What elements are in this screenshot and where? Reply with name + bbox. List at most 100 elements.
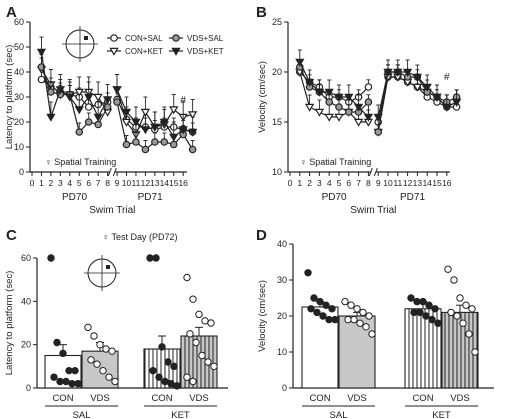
panel-b-point (304, 103, 315, 112)
panel-a-x-tick-label: 8 (105, 178, 110, 188)
panel-a-x-tick-label: 4 (67, 178, 72, 188)
panel-a-x-tick-label: 15 (169, 178, 179, 188)
panel-a-point (84, 118, 93, 126)
panel-c-data-point (173, 382, 181, 390)
panel-c-data-point (183, 373, 191, 381)
panel-a-x-tick-label: 7 (96, 178, 101, 188)
panel-c-data-point (87, 356, 95, 364)
panel-d-data-point (304, 269, 312, 277)
panel-c-group-label: SAL (73, 410, 91, 419)
legend-marker (172, 34, 180, 42)
panel-letter-d: D (256, 227, 267, 244)
panel-b-x-tick-label: 7 (356, 178, 361, 188)
panel-a-point (74, 106, 84, 115)
panel-d-data-point (344, 315, 352, 324)
panel-a-x-tick-label: 3 (58, 178, 63, 188)
panel-c-data-point (183, 273, 191, 282)
panel-d-data-point (468, 305, 476, 313)
panel-b-x-tick-label: 15 (432, 178, 442, 188)
panel-a-point (84, 93, 94, 102)
panel-d-data-point (410, 308, 418, 317)
panel-d-y-tick-label: 30 (277, 275, 287, 285)
panel-b-point (295, 58, 305, 67)
panel-c-category-label: CON (52, 393, 73, 404)
panel-d-data-point (331, 315, 339, 324)
panel-d-group-label: SAL (330, 410, 348, 419)
panel-d-data-point (422, 312, 430, 320)
legend-label: VDS+SAL (187, 34, 224, 43)
panel-b-x-tick-label: 13 (413, 178, 423, 188)
panel-a-point (169, 133, 179, 142)
panel-b-point (344, 93, 354, 102)
panel-b-point (324, 88, 334, 97)
panel-b-x-tick-label: 2 (307, 178, 312, 188)
panel-c-data-point (210, 362, 218, 371)
panel-c-data-point (189, 377, 197, 386)
panel-a-point (150, 123, 160, 132)
panel-b-point (304, 78, 315, 87)
panel-a-point (121, 108, 132, 117)
panel-d-y-tick-label: 40 (277, 239, 287, 249)
panel-d-data-point (416, 308, 424, 317)
panel-c-data-point (155, 373, 163, 381)
panel-c-data-point (192, 338, 200, 347)
panel-b-x-tick-label: 10 (383, 178, 393, 188)
panel-b-y-axis-label: Velocity (cm/sec) (257, 61, 268, 133)
panel-a-annotation: ♀ Spatial Training (45, 157, 116, 167)
panel-a-point (102, 96, 113, 105)
panel-a-point (74, 88, 84, 97)
panel-d-data-point (353, 305, 361, 313)
panel-a-point (159, 118, 169, 127)
panel-letter-a: A (6, 4, 17, 21)
panel-a-x-tick-label: 9 (115, 178, 120, 188)
panel-c-data-point (105, 373, 113, 381)
panel-a-point (169, 140, 178, 149)
panel-d-data-point (456, 294, 464, 302)
panel-a-point (65, 93, 75, 102)
panel-d-data-point (465, 330, 473, 338)
panel-c-data-point (74, 379, 82, 388)
panel-b-x-tick-label: 5 (337, 178, 342, 188)
panel-c-data-point (111, 377, 119, 386)
panel-a-y-tick-label: 10 (14, 142, 24, 152)
panel-c-data-point (71, 366, 79, 375)
panel-c-data-point (167, 379, 175, 388)
panel-d-data-point (313, 308, 321, 317)
panel-a-y-tick-label: 20 (14, 117, 24, 127)
panel-d-y-tick-label: 20 (277, 311, 287, 321)
panel-c-data-point (152, 254, 160, 262)
panel-a-point (140, 108, 151, 117)
panel-b-point (373, 113, 383, 122)
panel-c-data-point (207, 319, 215, 327)
panel-a-y-tick-label: 0 (19, 167, 24, 177)
panel-c-data-point (56, 377, 64, 386)
panel-a-sig-mark: # (180, 95, 186, 106)
panel-c-data-point (90, 332, 98, 340)
panel-a-axis-break-left (107, 167, 112, 177)
pool-icon-c (84, 255, 120, 291)
panel-c-category-label: VDS (189, 393, 209, 404)
panel-c-data-point (201, 317, 209, 325)
panel-b-point (364, 83, 373, 91)
panel-b-x-tick-label: 9 (376, 178, 381, 188)
panel-a-point (84, 103, 93, 111)
panel-b-x-tick-label: 12 (403, 178, 413, 188)
panel-d-data-point (365, 312, 373, 320)
panel-b-point (334, 113, 344, 122)
panel-c-y-tick-label: 60 (21, 253, 31, 263)
panel-d-data-point (310, 294, 318, 302)
legend-marker (109, 47, 119, 56)
panel-c-data-point (146, 254, 154, 262)
panel-c-y-tick-label: 20 (21, 340, 31, 350)
panel-a-x-tick-label: 6 (86, 178, 91, 188)
panel-b-point (412, 83, 423, 92)
panel-b-point (442, 103, 452, 112)
panel-a-y-tick-label: 40 (14, 67, 24, 77)
panel-b-axis-break-left (368, 167, 373, 177)
panel-a-point (151, 138, 159, 146)
panel-d-data-point (316, 297, 324, 306)
panel-b-point (451, 98, 462, 107)
panel-a-point (55, 86, 65, 95)
panel-b-point (325, 98, 334, 106)
panel-c-data-point (68, 379, 76, 388)
